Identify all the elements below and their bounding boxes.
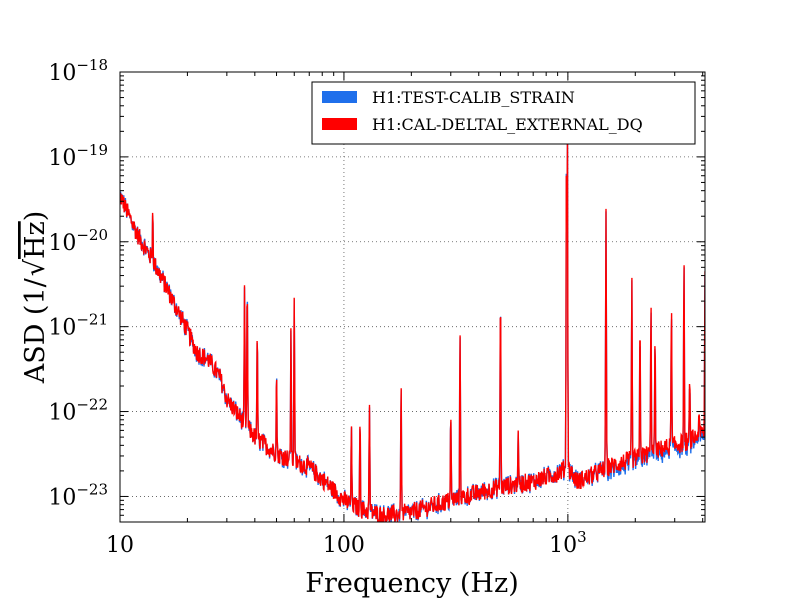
x-axis-label: Frequency (Hz): [305, 568, 518, 599]
y-tick-exponent: −18: [76, 56, 108, 74]
y-tick-base: 10: [48, 231, 76, 256]
y-tick-base: 10: [48, 61, 76, 86]
plot-frame: [119, 71, 706, 523]
y-tick-exponent: −19: [76, 141, 108, 159]
y-tick-base: 10: [48, 146, 76, 171]
y-tick-base: 10: [48, 401, 76, 426]
plot-series-area: [120, 135, 705, 522]
svg-text:ASD (1/√Hz): ASD (1/√Hz): [20, 211, 51, 385]
y-tick-label: 10−23: [48, 480, 108, 510]
legend-label-deltal-external: H1:CAL-DELTAL_EXTERNAL_DQ: [372, 115, 643, 134]
y-tick-exponent: −20: [76, 226, 108, 244]
y-tick-label: 10−21: [48, 311, 108, 341]
y-tick-base: 10: [48, 485, 76, 510]
legend-swatch-deltal-external: [322, 118, 357, 130]
y-tick-label: 10−18: [48, 56, 108, 86]
legend-box: [311, 81, 696, 145]
y-tick-label: 10−22: [48, 396, 108, 426]
y-tick-exponent: −22: [76, 396, 108, 414]
legend: H1:TEST-CALIB_STRAIN H1:CAL-DELTAL_EXTER…: [311, 81, 696, 145]
legend-swatch-calib-strain: [322, 91, 357, 103]
y-tick-exponent: −23: [76, 480, 108, 498]
y-axis-label-prefix: ASD (1/: [20, 277, 51, 384]
x-tick-label: 10: [106, 533, 134, 558]
x-tick-exponent: 3: [577, 528, 587, 546]
y-tick-label: 10−19: [48, 141, 108, 171]
y-axis-label-suffix: ): [20, 211, 51, 222]
series-layer: [120, 135, 705, 522]
y-axis-label: ASD (1/√Hz): [20, 211, 51, 385]
y-tick-exponent: −21: [76, 311, 108, 329]
legend-label-calib-strain: H1:TEST-CALIB_STRAIN: [372, 88, 575, 107]
y-tick-label: 10−20: [48, 226, 108, 256]
x-tick-label: 100: [323, 533, 365, 558]
y-axis-label-sqrt-sign: √: [20, 258, 51, 276]
y-axis-label-radicand: Hz: [20, 221, 51, 259]
y-tick-base: 10: [48, 316, 76, 341]
series-deltal-external-line: [120, 137, 705, 522]
